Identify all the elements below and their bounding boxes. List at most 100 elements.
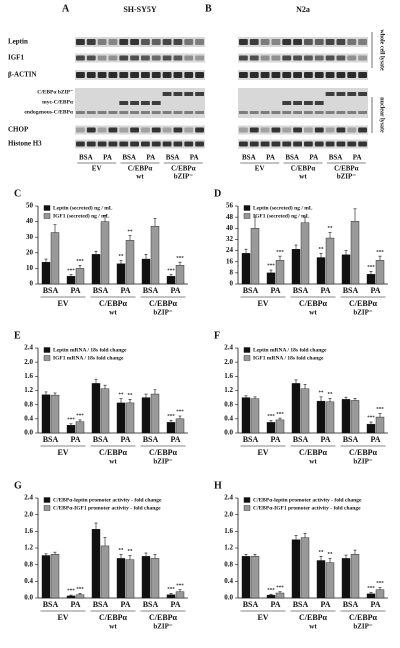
blot-band xyxy=(130,39,139,45)
legend-label: C/EBPα-IGF1 promoter activity - fold cha… xyxy=(253,505,361,511)
x-tick-label: PA xyxy=(70,286,80,295)
blot-band xyxy=(271,39,281,45)
blot-bg xyxy=(238,53,368,63)
significance: ** xyxy=(328,553,334,558)
bar xyxy=(66,425,76,434)
y-tick-label: 48 xyxy=(226,213,234,221)
bar xyxy=(100,545,110,599)
legend-swatch xyxy=(43,505,51,511)
significance: *** xyxy=(76,414,84,419)
group-sub: wt xyxy=(109,623,117,631)
y-tick-label: 0.0 xyxy=(224,429,233,437)
blot-band xyxy=(293,141,302,147)
panel-letter: B xyxy=(205,3,212,14)
blot-band xyxy=(347,141,357,147)
blot-band xyxy=(293,72,302,78)
blot-band xyxy=(86,111,96,114)
blot-band xyxy=(282,141,292,147)
x-tick-label: BSA xyxy=(293,600,309,609)
group-sub: wt xyxy=(136,173,144,181)
blot-band xyxy=(239,141,248,147)
significance: *** xyxy=(176,410,184,415)
significance: ** xyxy=(128,550,134,555)
blot-band xyxy=(347,72,357,78)
bar xyxy=(175,591,185,599)
significance: *** xyxy=(167,269,175,274)
blot-band xyxy=(314,101,324,105)
group-label: EV xyxy=(57,613,68,622)
blot-band xyxy=(358,92,367,96)
group-label: C/EBPα xyxy=(334,165,359,173)
blot-band xyxy=(271,141,281,147)
bar xyxy=(41,261,51,285)
bar xyxy=(50,232,60,285)
panel-letter: A xyxy=(62,3,70,14)
blot-band xyxy=(184,141,194,147)
group-label: C/EBPα xyxy=(171,165,196,173)
x-tick-label: BSA xyxy=(143,600,159,609)
blot-band xyxy=(119,127,129,133)
group-sub: bZIP⁻ xyxy=(337,173,357,181)
group-label: C/EBPα xyxy=(299,299,328,308)
blot-band xyxy=(141,111,150,114)
lane-label: BSA xyxy=(79,154,93,162)
y-tick-label: 40 xyxy=(26,217,34,225)
x-tick-label: BSA xyxy=(143,435,159,444)
significance: *** xyxy=(276,412,284,417)
bar xyxy=(250,228,260,285)
bar xyxy=(166,422,176,434)
blot-bg xyxy=(75,139,205,149)
legend-label: C/EBPα-leptin promoter activity - fold c… xyxy=(253,497,362,503)
group-label: EV xyxy=(257,613,268,622)
bar xyxy=(366,423,376,434)
bar xyxy=(366,274,376,285)
blot-band xyxy=(304,101,313,105)
x-tick-label: PA xyxy=(370,435,380,444)
group-label: C/EBPα xyxy=(291,165,316,173)
blot-bg xyxy=(238,70,368,80)
bar xyxy=(175,418,185,434)
blot-band xyxy=(325,141,335,147)
blot-band xyxy=(76,55,85,61)
blot-band xyxy=(162,111,172,114)
legend-label: IGF1 (secreted) ng / mL xyxy=(53,212,110,219)
blot-band xyxy=(347,127,357,133)
significance: *** xyxy=(76,588,84,593)
significance: *** xyxy=(67,589,75,594)
blot-band xyxy=(249,55,259,61)
x-tick-label: PA xyxy=(320,435,330,444)
blot-band xyxy=(108,111,118,114)
y-tick-label: 1.6 xyxy=(224,527,233,535)
group-sub: wt xyxy=(299,173,307,181)
blot-band xyxy=(249,39,259,45)
blot-band xyxy=(195,141,204,147)
blot-band xyxy=(173,141,183,147)
y-tick-label: 30 xyxy=(26,233,34,241)
blot-bg xyxy=(238,88,368,118)
bar xyxy=(116,402,126,434)
legend-label: Leptin (secreted) ng / mL xyxy=(53,204,113,211)
significance: ** xyxy=(319,247,325,252)
bar xyxy=(66,276,76,285)
significance: *** xyxy=(376,250,384,255)
y-tick-label: 1.2 xyxy=(24,386,33,394)
group-label: EV xyxy=(257,299,268,308)
blot-band xyxy=(195,127,204,133)
cell-line: N2a xyxy=(296,5,310,14)
blot-band xyxy=(184,39,194,45)
blot-bg xyxy=(75,125,205,135)
blot-band xyxy=(336,39,346,45)
x-tick-label: BSA xyxy=(243,600,259,609)
bar xyxy=(141,258,151,285)
legend-swatch xyxy=(243,505,251,511)
y-tick-label: 0.0 xyxy=(24,594,33,602)
bar xyxy=(50,394,60,434)
blot-band xyxy=(249,111,259,114)
bar xyxy=(41,555,51,599)
blot-band xyxy=(304,127,313,133)
blot-band xyxy=(184,111,194,114)
panel-letter: H xyxy=(214,480,222,491)
bar xyxy=(250,556,260,599)
lane-label: BSA xyxy=(166,154,180,162)
blot-band xyxy=(347,92,357,96)
